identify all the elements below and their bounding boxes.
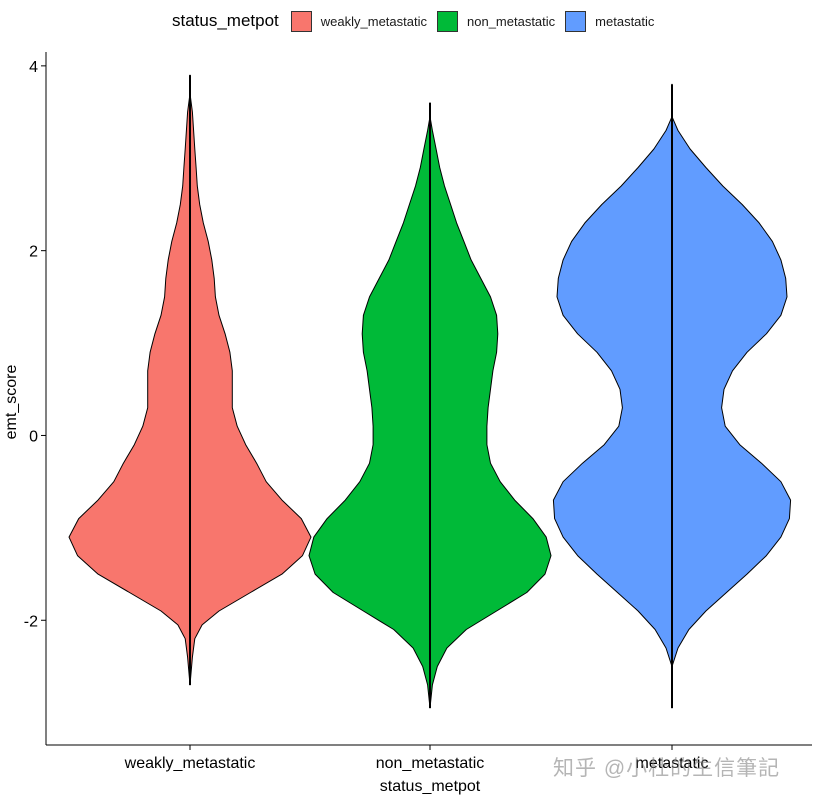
y-tick-label: -2: [24, 613, 38, 630]
legend-label-non-metastatic: non_metastatic: [467, 13, 556, 29]
y-axis-label: emt_score: [3, 365, 20, 440]
y-tick-label: 4: [29, 59, 38, 76]
legend-item-metastatic[interactable]: metastatic: [565, 10, 655, 32]
legend: status_metpot weakly_metastatic non_meta…: [172, 8, 664, 34]
y-tick-label: 2: [29, 244, 38, 261]
legend-key-metastatic: [565, 10, 587, 32]
x-tick-label: metastatic: [636, 755, 709, 772]
x-tick-label: non_metastatic: [376, 755, 485, 772]
legend-title: status_metpot: [172, 11, 279, 30]
x-tick-label: weakly_metastatic: [124, 755, 256, 772]
x-axis-label: status_metpot: [380, 778, 481, 795]
legend-item-weakly-metastatic[interactable]: weakly_metastatic: [290, 10, 427, 32]
violins-layer: [68, 74, 792, 709]
legend-label-weakly-metastatic: weakly_metastatic: [320, 13, 427, 29]
legend-item-non-metastatic[interactable]: non_metastatic: [437, 10, 556, 32]
axes-layer: -2 0 2 4 weakly_metastatic non_metastatic meta…: [24, 52, 812, 772]
legend-label-metastatic: metastatic: [595, 13, 655, 29]
legend-key-weakly-metastatic: [290, 10, 312, 32]
watermark: 知乎 @小杜的生信筆記: [553, 757, 781, 780]
y-tick-label: 0: [29, 428, 38, 445]
legend-key-non-metastatic: [437, 10, 458, 32]
